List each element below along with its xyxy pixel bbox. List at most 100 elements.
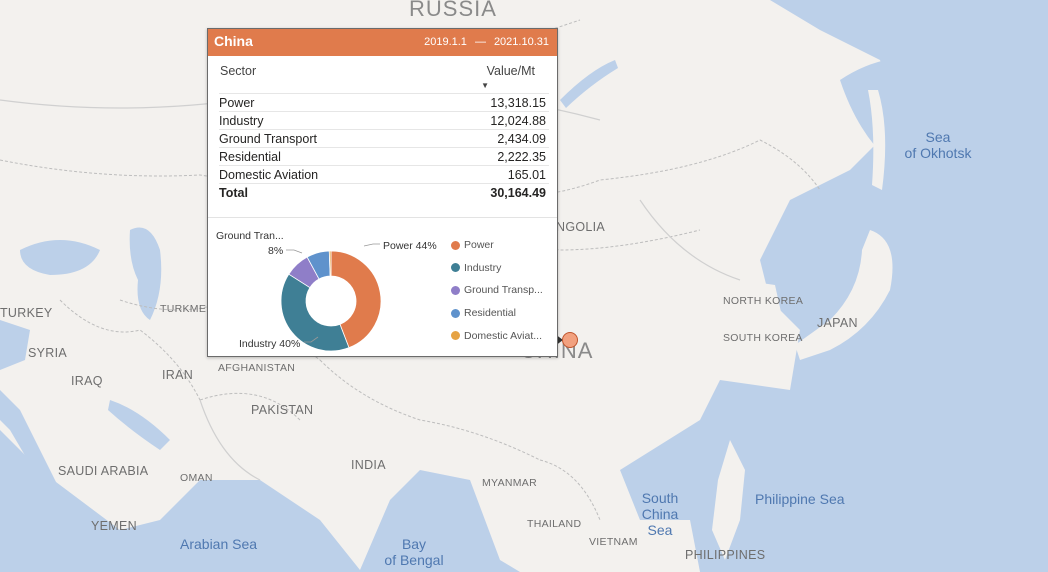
leader-ground [286, 249, 303, 254]
legend-item[interactable]: Residential [451, 302, 543, 325]
label-sea-okhotsk-line1: Sea [925, 129, 951, 145]
label-south-china-sea: South China Sea [630, 490, 690, 538]
value-cell: 2,222.35 [420, 147, 549, 166]
label-myanmar: MYANMAR [482, 477, 537, 489]
label-south-korea: SOUTH KOREA [723, 332, 803, 344]
column-header-value[interactable]: Value/Mt ▼ [420, 64, 549, 94]
tooltip-panel: China 2019.1.1 — 2021.10.31 Sector Value/M… [207, 28, 558, 357]
label-bay-line1: Bay [401, 536, 427, 552]
date-separator: — [474, 36, 486, 48]
indian-ocean [0, 430, 520, 572]
legend-label: Residential [464, 307, 516, 320]
legend-label: Power [464, 239, 494, 252]
persian-gulf [108, 400, 170, 450]
tooltip-pointer [555, 334, 563, 346]
data-label-industry: Industry 40% [239, 338, 301, 350]
donut-slice-industry[interactable] [280, 273, 350, 352]
caspian-sea [129, 227, 162, 320]
donut-slice-domestic-aviation[interactable] [328, 250, 332, 277]
total-value: 30,164.49 [420, 183, 549, 201]
data-label-ground-transport: Ground Tran... [216, 230, 284, 242]
tooltip-date-range: 2019.1.1 — 2021.10.31 [424, 36, 549, 48]
sakhalin-land [868, 90, 886, 190]
value-cell: 2,434.09 [420, 129, 549, 148]
label-mongolia: NGOLIA [556, 220, 606, 234]
table-row: Ground Transport 2,434.09 [219, 129, 549, 148]
value-cell: 12,024.88 [420, 111, 549, 130]
table-row: Domestic Aviation 165.01 [219, 165, 549, 184]
table-row: Residential 2,222.35 [219, 147, 549, 166]
table-row: Power 13,318.15 [219, 93, 549, 112]
label-saudi-arabia: SAUDI ARABIA [58, 464, 149, 478]
label-leader-lines [286, 243, 380, 343]
black-sea [20, 240, 100, 275]
legend-item[interactable]: Ground Transp... [451, 279, 543, 302]
legend-item[interactable]: Power [451, 234, 543, 257]
label-iran: IRAN [162, 368, 194, 382]
value-cell: 165.01 [420, 165, 549, 184]
column-header-sector[interactable]: Sector [220, 64, 257, 78]
mediterranean [0, 320, 30, 370]
label-philippine-sea: Philippine Sea [755, 491, 845, 507]
red-sea [0, 390, 70, 515]
legend-label: Domestic Aviat... [464, 329, 543, 342]
label-scs-line3: Sea [647, 522, 673, 538]
label-philippines: PHILIPPINES [685, 548, 766, 562]
map-marker-china[interactable] [562, 332, 578, 348]
legend-item[interactable]: Domestic Aviat... [451, 324, 543, 347]
divider [208, 217, 557, 218]
label-japan: JAPAN [817, 316, 858, 330]
total-label: Total [219, 183, 421, 201]
sector-cell: Domestic Aviation [219, 165, 421, 184]
column-header-value-label: Value/Mt [486, 64, 535, 78]
sector-cell: Ground Transport [219, 129, 421, 148]
value-cell: 13,318.15 [420, 93, 549, 112]
legend-dot-icon [451, 263, 460, 273]
total-row: Total 30,164.49 [219, 183, 549, 201]
label-vietnam: VIETNAM [589, 536, 638, 548]
label-turkey: TURKEY [0, 306, 53, 320]
donut-chart [280, 243, 382, 352]
legend-item[interactable]: Industry [451, 257, 543, 280]
label-scs-line2: China [641, 506, 679, 522]
label-bay-line2: of Bengal [384, 552, 444, 568]
data-label-ground-transport-pct: 8% [268, 245, 284, 257]
legend-label: Industry [464, 261, 502, 274]
label-scs-line1: South [641, 490, 679, 506]
label-iraq: IRAQ [71, 374, 103, 388]
label-thailand: THAILAND [527, 518, 582, 530]
donut-slice-power[interactable] [330, 250, 382, 349]
tooltip-title: China [214, 33, 253, 49]
label-turkmen: TURKMEN [160, 303, 215, 315]
sort-descending-icon: ▼ [481, 81, 489, 90]
label-sea-okhotsk: Sea of Okhotsk [888, 129, 988, 161]
tooltip-header: China 2019.1.1 — 2021.10.31 [208, 29, 557, 56]
legend-dot-icon [451, 331, 460, 341]
legend-dot-icon [451, 308, 460, 318]
sector-table: Sector Value/Mt ▼ Power 13,318.15 Industry… [219, 64, 549, 201]
sector-cell: Power [219, 93, 421, 112]
legend-dot-icon [451, 240, 460, 250]
date-end: 2021.10.31 [493, 36, 549, 48]
label-pakistan: PAKISTAN [251, 403, 314, 417]
label-russia: RUSSIA [409, 0, 497, 21]
label-oman: OMAN [180, 472, 213, 484]
philippines-land [712, 440, 745, 560]
data-label-power: Power 44% [383, 240, 437, 252]
donut-slices [280, 250, 382, 352]
korea-land [740, 280, 785, 350]
label-yemen: YEMEN [91, 519, 137, 533]
label-bay-of-bengal: Bay of Bengal [378, 536, 450, 568]
label-india: INDIA [351, 458, 386, 472]
japan-land [795, 230, 893, 360]
leader-power [363, 243, 380, 247]
sector-cell: Residential [219, 147, 421, 166]
label-afghanistan: AFGHANISTAN [218, 362, 296, 374]
label-arabian-sea: Arabian Sea [180, 536, 258, 552]
label-north-korea: NORTH KOREA [723, 295, 804, 307]
date-start: 2019.1.1 [424, 36, 467, 48]
legend-label: Ground Transp... [464, 284, 543, 297]
chart-legend: Power Industry Ground Transp... Residential… [451, 234, 543, 347]
table-row: Industry 12,024.88 [219, 111, 549, 130]
sea-of-okhotsk-shape [840, 57, 997, 189]
